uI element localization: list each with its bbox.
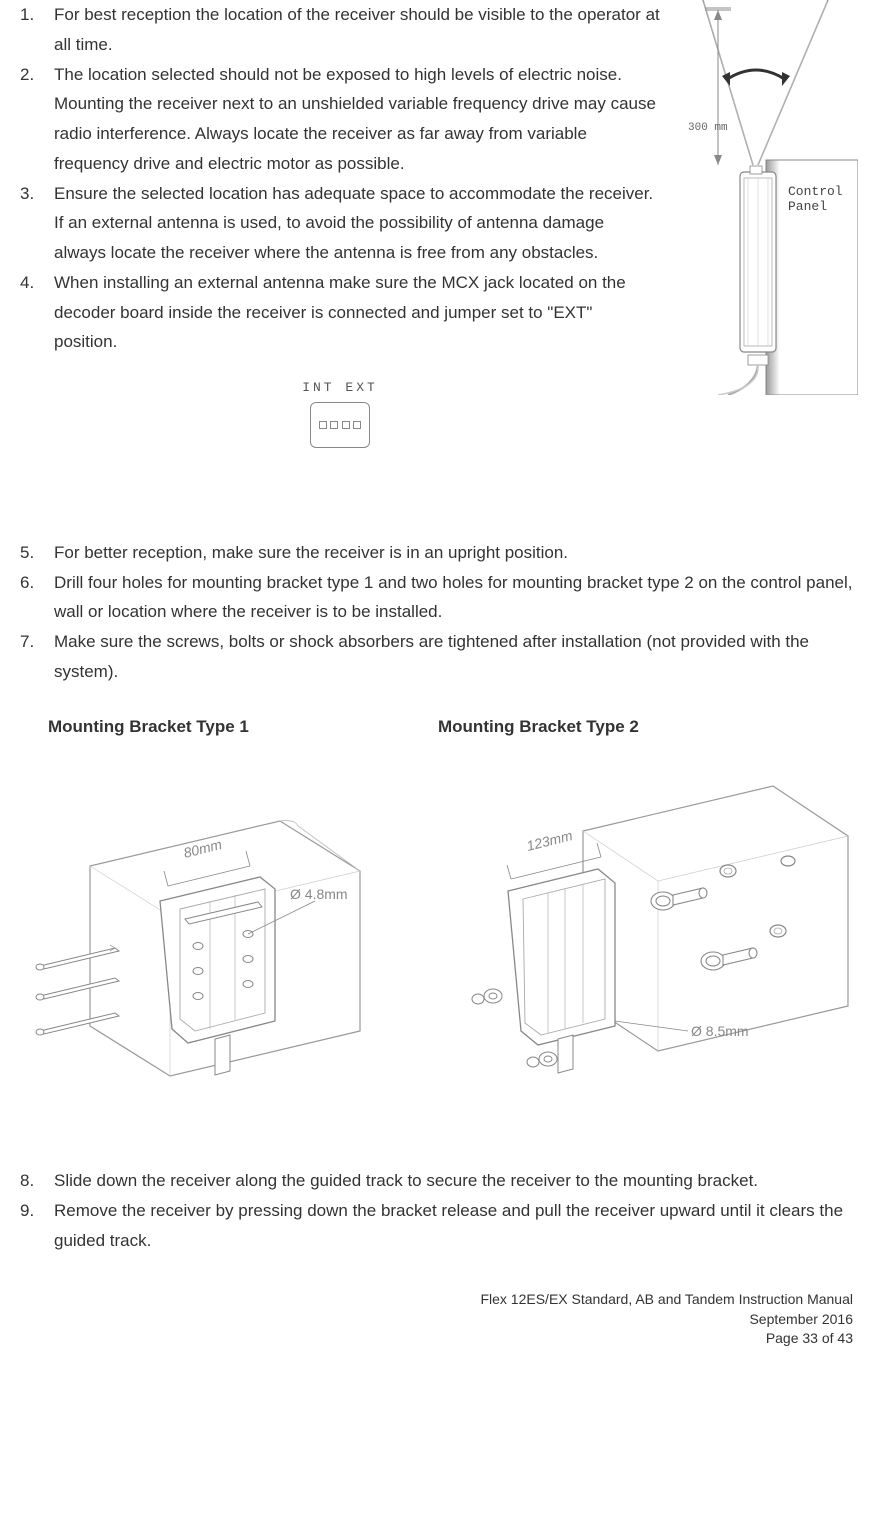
list-text: Make sure the screws, bolts or shock abs… [54,627,853,687]
list-item: 3. Ensure the selected location has adeq… [20,179,660,268]
jumper-pin [319,421,327,429]
list-item: 1. For best reception the location of th… [20,0,660,60]
int-ext-diagram: INT EXT [300,377,380,448]
instruction-list-3: 8. Slide down the receiver along the gui… [20,1166,853,1255]
list-item: 5. For better reception, make sure the r… [20,538,853,568]
bracket-col-1: Mounting Bracket Type 1 [20,712,433,1092]
bracket-row: Mounting Bracket Type 1 [20,712,853,1092]
svg-text:123mm: 123mm [525,827,574,854]
list-number: 8. [20,1166,54,1196]
footer-line-3: Page 33 of 43 [20,1329,853,1349]
top-section: 1. For best reception the location of th… [20,0,853,357]
list-number: 9. [20,1196,54,1256]
footer-line-1: Flex 12ES/EX Standard, AB and Tandem Ins… [20,1290,853,1310]
list-item: 8. Slide down the receiver along the gui… [20,1166,853,1196]
list-item: 7. Make sure the screws, bolts or shock … [20,627,853,687]
list-text: When installing an external antenna make… [54,268,660,357]
receiver-antenna-diagram: 300 mm Control Panel [668,0,858,395]
svg-text:Ø 8.5mm: Ø 8.5mm [691,1023,749,1039]
list-item: 6. Drill four holes for mounting bracket… [20,568,853,628]
list-number: 2. [20,60,54,179]
bracket-2-title: Mounting Bracket Type 2 [433,712,853,742]
jumper-box [310,402,370,448]
list-text: Slide down the receiver along the guided… [54,1166,853,1196]
list-item: 9. Remove the receiver by pressing down … [20,1196,853,1256]
jumper-pin [342,421,350,429]
bracket-1-diagram: 80mm Ø 4.8mm [20,771,433,1091]
list-text: For best reception the location of the r… [54,0,660,60]
list-number: 3. [20,179,54,268]
int-ext-label: INT EXT [300,377,380,400]
list-number: 1. [20,0,54,60]
list-number: 7. [20,627,54,687]
instruction-list-2: 5. For better reception, make sure the r… [20,538,853,687]
list-item: 2. The location selected should not be e… [20,60,660,179]
ext-label: EXT [345,380,377,395]
instruction-list-1: 1. For best reception the location of th… [20,0,660,357]
list-text: Drill four holes for mounting bracket ty… [54,568,853,628]
list-number: 4. [20,268,54,357]
footer: Flex 12ES/EX Standard, AB and Tandem Ins… [20,1290,853,1349]
int-label: INT [302,380,334,395]
jumper-pin [330,421,338,429]
list-text: For better reception, make sure the rece… [54,538,853,568]
control-panel-label-1: Control [788,184,843,199]
footer-line-2: September 2016 [20,1310,853,1330]
list-text: The location selected should not be expo… [54,60,660,179]
list-text: Remove the receiver by pressing down the… [54,1196,853,1256]
control-panel-label-2: Panel [788,199,827,214]
list-item: 4. When installing an external antenna m… [20,268,660,357]
bracket-col-2: Mounting Bracket Type 2 [433,712,853,1092]
dimension-label: 300 mm [688,122,728,134]
list-number: 6. [20,568,54,628]
list-number: 5. [20,538,54,568]
svg-text:Ø 4.8mm: Ø 4.8mm [290,886,348,902]
list-text: Ensure the selected location has adequat… [54,179,660,268]
bracket-1-title: Mounting Bracket Type 1 [20,712,433,742]
jumper-pin [353,421,361,429]
bracket-2-diagram: 123mm Ø 8.5mm [433,771,853,1091]
